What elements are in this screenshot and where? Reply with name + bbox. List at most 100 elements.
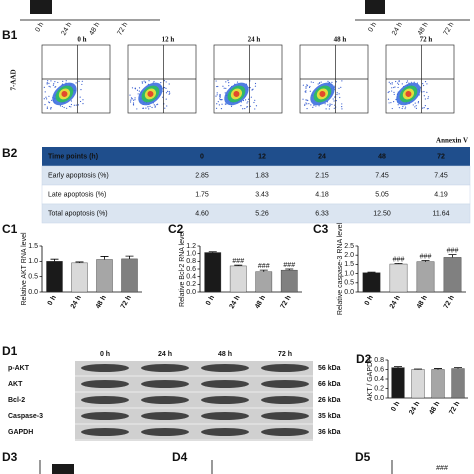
event-dot — [131, 87, 134, 89]
event-dot — [320, 81, 322, 83]
panel-label: B2 — [2, 146, 18, 160]
event-dot — [141, 81, 143, 83]
event-dot — [136, 89, 139, 91]
event-dot — [397, 83, 400, 85]
error-bar — [394, 366, 402, 368]
event-density — [405, 90, 412, 97]
event-dot — [415, 107, 418, 109]
event-dot — [404, 106, 407, 108]
event-dot — [302, 84, 304, 86]
blot-band — [81, 428, 129, 436]
blot-band — [141, 396, 189, 404]
event-dot — [318, 105, 320, 107]
time-label: 72 h — [420, 36, 433, 44]
panel-label: C3 — [313, 222, 329, 236]
blot-band — [261, 428, 309, 436]
event-dot — [422, 83, 424, 85]
event-dot — [246, 102, 248, 104]
bar — [451, 368, 465, 399]
protein-label: p-AKT — [8, 365, 30, 372]
event-dot — [338, 93, 340, 95]
event-dot — [406, 80, 409, 82]
blot-band — [141, 364, 189, 372]
event-dot — [249, 105, 251, 107]
error-bar — [50, 258, 59, 262]
size-label: 26 kDa — [318, 397, 341, 404]
event-dot — [406, 81, 408, 84]
bar — [416, 261, 435, 293]
event-dot — [153, 80, 155, 83]
event-dot — [216, 94, 218, 96]
event-dot — [306, 103, 308, 105]
event-dot — [77, 104, 80, 106]
event-dot — [133, 99, 135, 101]
y-tick-label: 0.8 — [374, 357, 384, 364]
event-dot — [414, 106, 416, 108]
event-dot — [396, 82, 399, 84]
y-tick-label: 0.6 — [374, 366, 384, 373]
event-dot — [219, 96, 221, 98]
event-dot — [410, 81, 412, 83]
event-dot — [401, 83, 403, 85]
event-dot — [217, 85, 219, 88]
event-dot — [129, 101, 132, 103]
x-tick-label: 0 h — [205, 294, 216, 306]
event-dot — [43, 86, 45, 89]
table-cell: 6.33 — [315, 210, 329, 217]
event-density — [233, 90, 240, 97]
panel-label: C1 — [2, 222, 18, 236]
table-cell: 5.05 — [375, 191, 389, 198]
event-dot — [165, 98, 167, 100]
event-dot — [68, 105, 71, 108]
axis-label: Annexin V — [436, 137, 468, 145]
event-dot — [391, 107, 393, 110]
event-dot — [247, 98, 250, 100]
significance-mark: ### — [420, 253, 432, 260]
bar — [391, 367, 405, 399]
error-bar — [208, 251, 217, 253]
event-dot — [424, 105, 426, 107]
event-dot — [52, 84, 54, 86]
event-dot — [305, 86, 307, 88]
event-dot — [78, 80, 80, 82]
event-dot — [318, 82, 321, 84]
event-dot — [304, 104, 306, 107]
event-density — [147, 90, 154, 97]
event-dot — [79, 100, 82, 103]
event-density — [319, 90, 326, 97]
event-dot — [46, 106, 48, 108]
event-dot — [216, 92, 218, 94]
event-dot — [131, 98, 133, 100]
event-dot — [401, 107, 403, 110]
x-tick-label: 0 h — [390, 400, 401, 412]
event-dot — [325, 108, 327, 110]
lane-label: 72 h — [278, 351, 292, 358]
event-dot — [334, 104, 336, 106]
event-dot — [338, 87, 340, 90]
event-dot — [70, 100, 73, 102]
event-dot — [149, 105, 151, 107]
event-dot — [329, 104, 331, 106]
blot-band — [81, 364, 129, 372]
event-dot — [423, 95, 425, 97]
lane-label: 0 h — [100, 351, 110, 358]
event-dot — [48, 101, 50, 103]
event-dot — [134, 99, 136, 101]
event-dot — [50, 108, 52, 110]
event-dot — [426, 91, 428, 93]
cropped-bar — [30, 0, 52, 14]
size-label: 36 kDa — [318, 429, 341, 436]
event-dot — [130, 97, 133, 99]
event-dot — [228, 85, 230, 87]
event-dot — [388, 91, 390, 93]
event-dot — [391, 87, 393, 89]
size-label: 56 kDa — [318, 365, 341, 372]
event-dot — [244, 107, 246, 110]
event-dot — [310, 104, 312, 106]
time-label: 12 h — [162, 36, 175, 44]
bar — [96, 259, 113, 293]
event-dot — [50, 107, 52, 109]
error-bar — [259, 269, 268, 272]
significance-mark: ### — [447, 247, 459, 254]
